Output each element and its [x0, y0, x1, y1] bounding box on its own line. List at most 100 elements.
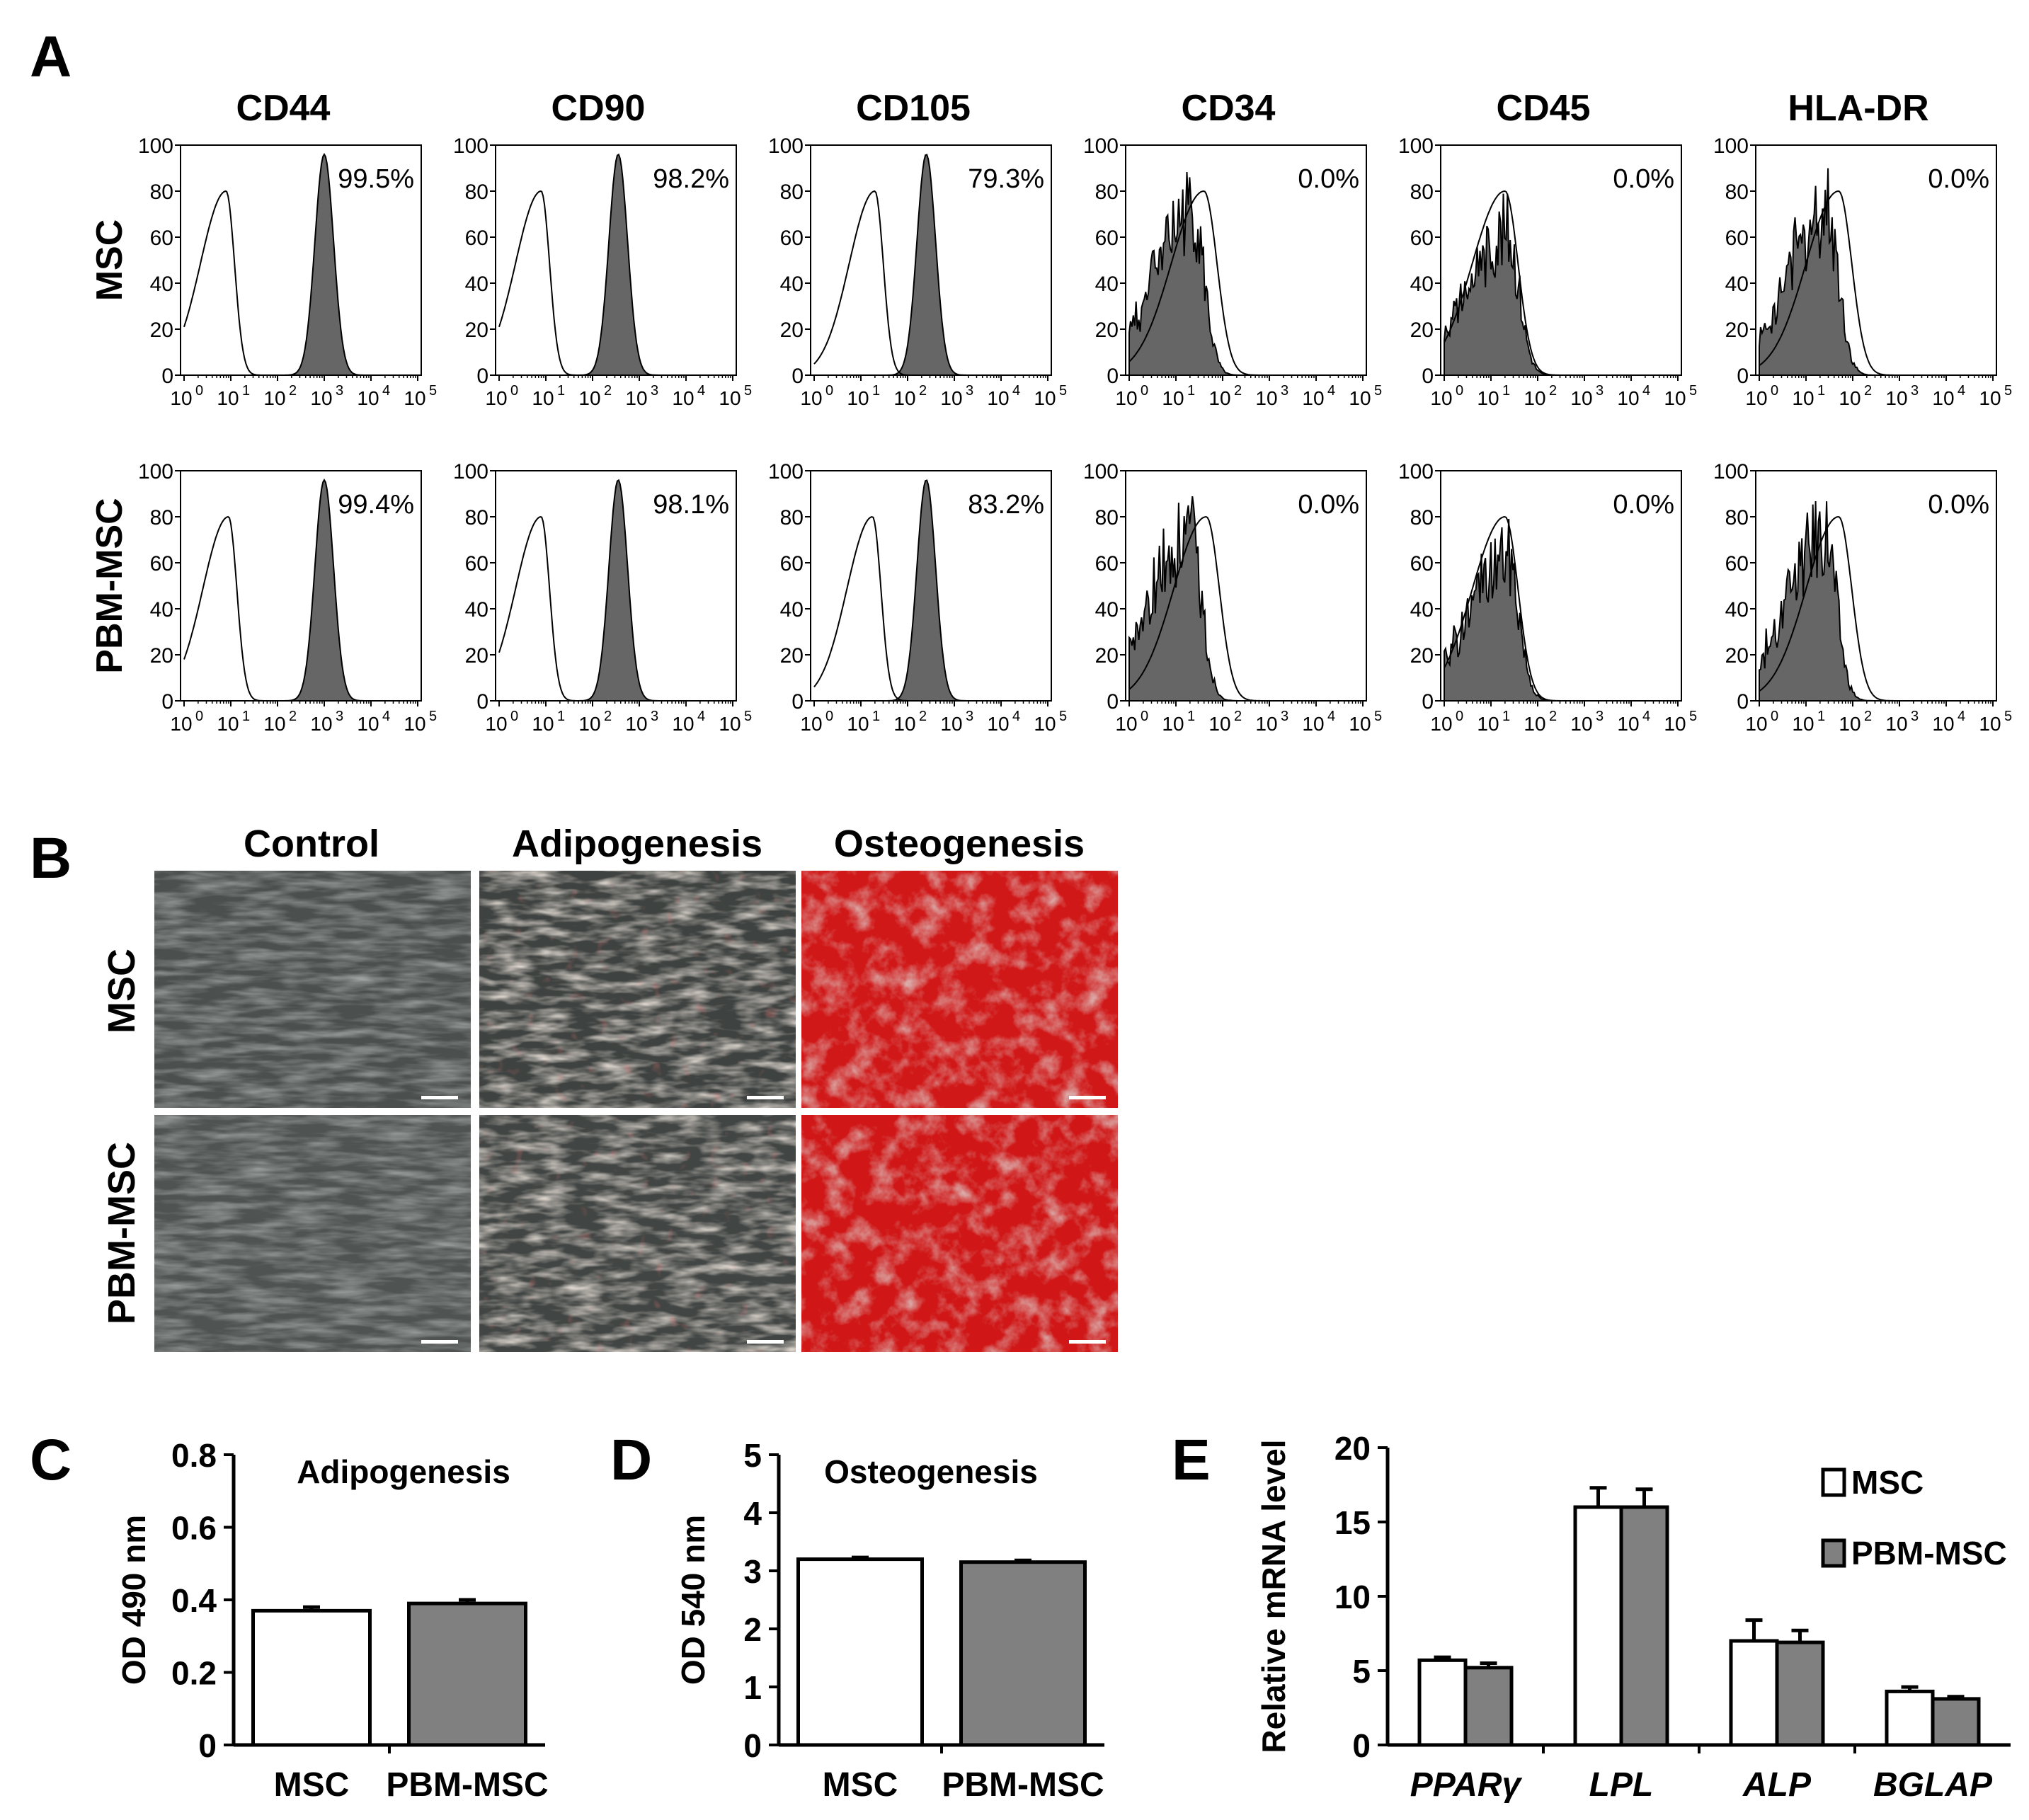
y-tick-label: 4	[743, 1495, 762, 1532]
x-tick-label: 10	[532, 387, 554, 409]
x-tick-label: 10	[1524, 387, 1545, 409]
x-tick-exponent: 5	[1059, 709, 1067, 724]
isotype-histogram	[1444, 190, 1678, 376]
y-tick-label: 60	[465, 552, 488, 576]
x-tick-exponent: 0	[195, 709, 203, 724]
x-tick-exponent: 1	[1817, 383, 1825, 399]
x-tick-label: 10	[1430, 713, 1452, 735]
x-tick-label: 10	[1034, 713, 1056, 735]
x-tick-label: 10	[404, 713, 425, 735]
y-axis-label: Relative mRNA level	[1255, 1439, 1292, 1753]
x-tick-exponent: 1	[557, 709, 565, 724]
panel-label-e: E	[1172, 1428, 1211, 1492]
bar-chart-mrna-expression: 0 5 10 15 20 Relative mRNA level PPARγ LPL ALP BG…	[1255, 1430, 2011, 1804]
x-tick-label: 10	[485, 387, 507, 409]
legend-swatch	[1821, 1467, 1846, 1497]
x-tick-exponent: 2	[1549, 383, 1557, 399]
x-tick-exponent: 3	[1281, 383, 1288, 399]
x-tick-exponent: 1	[1187, 383, 1195, 399]
x-tick-label: 10	[1617, 387, 1639, 409]
y-tick-label: 100	[1713, 135, 1749, 158]
y-tick-label: 20	[1725, 319, 1749, 342]
percent-positive: 0.0%	[1298, 490, 1359, 520]
legend-swatch	[1821, 1538, 1846, 1568]
x-tick-exponent: 1	[242, 383, 250, 399]
x-tick-exponent: 5	[744, 709, 752, 724]
y-tick-label: 20	[1095, 644, 1119, 668]
x-tick-exponent: 1	[1502, 709, 1510, 724]
x-tick-exponent: 3	[651, 383, 658, 399]
y-tick-label: 100	[768, 460, 804, 483]
y-tick-label: 40	[1725, 273, 1749, 296]
x-tick-exponent: 3	[966, 709, 973, 724]
x-tick-exponent: 2	[1234, 383, 1242, 399]
marker-label-cd34: CD34	[1182, 88, 1276, 129]
x-tick-label: 10	[1208, 713, 1230, 735]
x-tick-label: 10	[310, 713, 332, 735]
bar-pparγ-msc	[1417, 1658, 1468, 1747]
x-tick-exponent: 4	[697, 383, 705, 399]
y-tick-label: 0	[161, 365, 173, 388]
bar-chart-adipogenesis: 0 0.2 0.4 0.6 0.8 OD 490 nm Adipogenesis MSC PBM…	[115, 1437, 549, 1804]
x-tick-exponent: 4	[1012, 383, 1020, 399]
category-label: BGLAP	[1873, 1766, 1993, 1804]
x-tick-label: 10	[485, 713, 507, 735]
y-tick-label: 40	[465, 598, 488, 622]
y-tick-label: 80	[1095, 506, 1119, 530]
x-tick-exponent: 3	[651, 709, 658, 724]
x-tick-label: 10	[1477, 387, 1499, 409]
y-tick-label: 20	[150, 644, 173, 668]
x-tick-label: 10	[1885, 713, 1907, 735]
image-col-osteogenesis: Osteogenesis	[834, 823, 1085, 865]
x-tick-exponent: 4	[1957, 383, 1965, 399]
x-tick-exponent: 2	[1234, 709, 1242, 724]
y-tick-label: 0.4	[171, 1582, 217, 1619]
x-tick-label: 10	[672, 713, 694, 735]
x-tick-exponent: 4	[1642, 709, 1650, 724]
x-tick-exponent: 5	[1374, 383, 1382, 399]
y-tick-label: 15	[1334, 1504, 1371, 1541]
y-tick-label: 20	[150, 319, 173, 342]
x-tick-exponent: 0	[1141, 709, 1148, 724]
y-tick-label: 60	[1410, 227, 1434, 250]
y-tick-label: 40	[1410, 598, 1434, 622]
x-tick-label: 10	[1932, 387, 1954, 409]
bar-msc	[796, 1557, 924, 1747]
isotype-histogram	[183, 190, 418, 376]
y-tick-label: 60	[780, 227, 804, 250]
micrograph-msc-adipogenesis	[479, 871, 796, 1108]
percent-positive: 83.2%	[968, 490, 1044, 520]
category-label: LPL	[1589, 1766, 1654, 1804]
bar-pparγ-pbm-msc	[1463, 1666, 1514, 1747]
marker-label-hla-dr: HLA-DR	[1788, 88, 1928, 129]
x-tick-exponent: 3	[1596, 709, 1604, 724]
y-tick-label: 100	[768, 135, 804, 158]
panel-label-d: D	[610, 1428, 652, 1492]
x-tick-exponent: 3	[336, 709, 343, 724]
y-tick-label: 60	[1095, 552, 1119, 576]
category-label: PBM-MSC	[386, 1766, 548, 1804]
y-tick-label: 80	[150, 181, 173, 204]
y-tick-label: 3	[743, 1553, 762, 1590]
isotype-histogram	[813, 516, 1048, 702]
x-tick-label: 10	[1115, 713, 1137, 735]
x-tick-label: 10	[1745, 387, 1767, 409]
x-tick-label: 10	[170, 713, 192, 735]
plot-frame	[180, 144, 422, 376]
x-tick-label: 10	[1979, 713, 2001, 735]
x-tick-exponent: 1	[1187, 709, 1195, 724]
y-tick-label: 80	[1725, 181, 1749, 204]
micrograph-pbm-msc-osteogenesis	[801, 1115, 1118, 1352]
x-tick-label: 10	[357, 387, 379, 409]
x-tick-label: 10	[263, 387, 285, 409]
x-tick-label: 10	[800, 387, 822, 409]
y-tick-label: 100	[453, 135, 488, 158]
y-tick-label: 60	[1725, 552, 1749, 576]
x-tick-label: 10	[1839, 387, 1861, 409]
y-tick-label: 80	[1725, 506, 1749, 530]
bar-pbm-msc	[407, 1601, 527, 1747]
bar-bglap-pbm-msc	[1931, 1697, 1981, 1747]
